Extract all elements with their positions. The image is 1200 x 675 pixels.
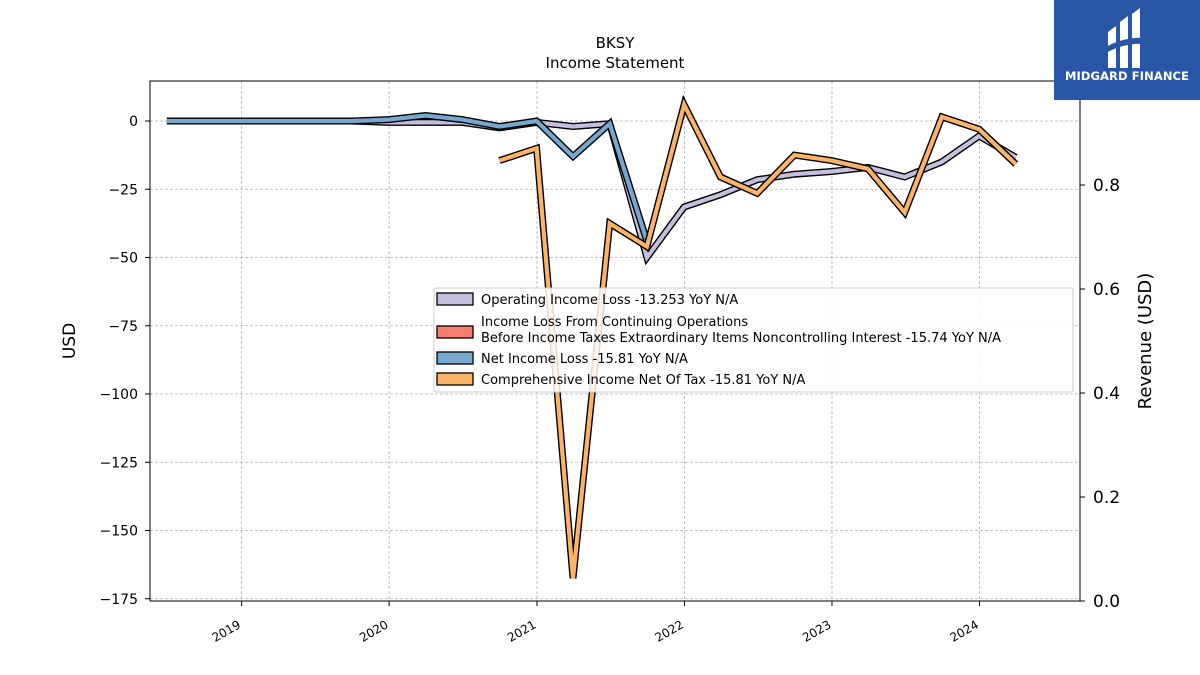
- series-outline-net-income-loss: [166, 111, 651, 243]
- y-tick-label: −25: [108, 182, 138, 198]
- legend-label-income-loss-continuing: Income Loss From Continuing Operations B…: [481, 315, 1001, 346]
- y-tick-label: −175: [100, 592, 138, 608]
- series-line-net-income-loss: [166, 113, 649, 242]
- x-tick-label: 2022: [653, 617, 686, 644]
- legend-swatch-income-loss-continuing: [436, 325, 474, 339]
- y-axis-label: USD: [60, 323, 80, 359]
- x-tick-label: 2019: [210, 617, 243, 644]
- legend-swatch-comprehensive-income: [436, 372, 474, 386]
- x-tick-label: 2023: [800, 617, 833, 644]
- plot-frame: [149, 80, 1081, 602]
- series-comprehensive-income: [498, 94, 1019, 579]
- y-right-tick-label: 0.4: [1093, 384, 1120, 404]
- y-right-tick-label: 0.2: [1093, 488, 1120, 508]
- series-net-income-loss: [166, 111, 651, 243]
- y-axis-left: 0 −25 −50 −75 −100 −125 −150 −175: [100, 114, 150, 608]
- y-tick-label: −50: [108, 251, 138, 267]
- legend-frame: [433, 287, 1074, 393]
- x-tick-label: 2021: [505, 617, 538, 644]
- chart-subtitle: Income Statement: [546, 54, 685, 72]
- y-tick-label: −125: [100, 455, 138, 471]
- y-tick-label: −75: [108, 319, 138, 335]
- y-right-tick-label: 0.8: [1093, 176, 1120, 196]
- series-layer: [166, 94, 1019, 579]
- x-axis: 2019 2020 2021 2022 2023 2024: [210, 601, 981, 645]
- y-axis-right: 0.0 0.2 0.4 0.6 0.8: [1080, 176, 1120, 612]
- x-tick-label: 2020: [357, 617, 390, 644]
- y-tick-label: −150: [100, 524, 138, 540]
- brand-logo: MIDGARD FINANCE: [1054, 0, 1200, 100]
- legend-swatch-operating-income-loss: [436, 292, 474, 306]
- chart-title: BKSY: [596, 34, 636, 52]
- legend-label-operating-income-loss: Operating Income Loss -13.253 YoY N/A: [481, 293, 738, 308]
- legend-label-net-income-loss: Net Income Loss -15.81 YoY N/A: [481, 352, 688, 367]
- logo-text: MIDGARD FINANCE: [1064, 69, 1190, 83]
- legend-swatch-net-income-loss: [436, 351, 474, 365]
- logo-mark-icon: [1104, 8, 1148, 68]
- y-tick-label: −100: [100, 387, 138, 403]
- y-tick-label: 0: [129, 114, 138, 130]
- legend: Operating Income Loss -13.253 YoY N/A In…: [433, 287, 1074, 393]
- y-right-tick-label: 0.0: [1093, 592, 1120, 612]
- x-tick-label: 2024: [948, 617, 981, 644]
- series-line-comprehensive-income: [498, 98, 1018, 579]
- legend-label-comprehensive-income: Comprehensive Income Net Of Tax -15.81 Y…: [481, 373, 806, 388]
- y-axis-right-label: Revenue (USD): [1135, 273, 1156, 410]
- y-right-tick-label: 0.6: [1093, 280, 1120, 300]
